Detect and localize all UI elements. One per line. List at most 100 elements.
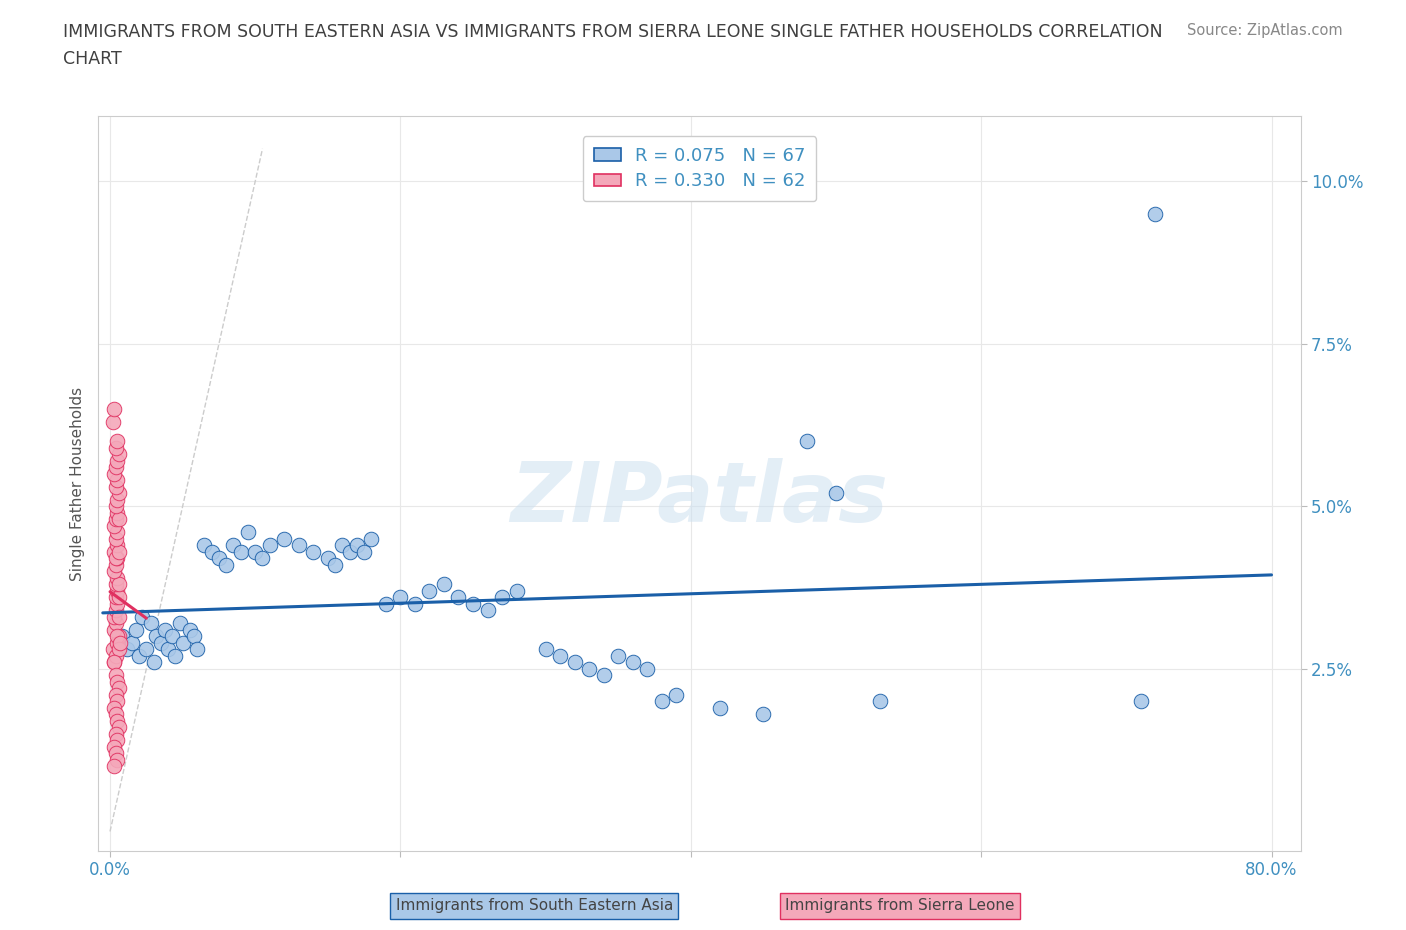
Point (374, 596, 396, 611)
Point (104, 746, 127, 761)
Point (107, 577, 129, 591)
Point (101, 415, 124, 430)
Point (208, 551, 231, 565)
Point (636, 661, 658, 676)
Point (157, 642, 180, 657)
Point (105, 752, 128, 767)
Point (111, 629, 134, 644)
Point (101, 642, 124, 657)
Point (105, 434, 128, 449)
Point (592, 668, 614, 683)
Point (103, 518, 125, 533)
Point (709, 700, 731, 715)
Point (104, 460, 127, 475)
Point (104, 441, 127, 456)
Point (1144, 206, 1167, 221)
Point (142, 655, 165, 670)
Point (135, 642, 157, 657)
Point (193, 538, 215, 552)
Point (103, 655, 125, 670)
Point (360, 531, 382, 546)
Point (273, 531, 295, 546)
Point (103, 739, 125, 754)
Text: Source: ZipAtlas.com: Source: ZipAtlas.com (1187, 23, 1343, 38)
Point (104, 687, 127, 702)
Point (104, 616, 127, 631)
Point (105, 635, 128, 650)
Point (107, 642, 129, 657)
Point (215, 557, 238, 572)
Point (149, 635, 172, 650)
Point (103, 402, 125, 417)
Point (433, 577, 456, 591)
Point (107, 629, 129, 644)
Legend: R = 0.075   N = 67, R = 0.330   N = 62: R = 0.075 N = 67, R = 0.330 N = 62 (582, 137, 817, 201)
Point (104, 603, 127, 618)
Point (607, 648, 630, 663)
Point (105, 492, 128, 507)
Point (155, 622, 177, 637)
Point (105, 570, 128, 585)
Point (105, 583, 128, 598)
Point (302, 544, 325, 559)
Point (491, 590, 513, 604)
Point (104, 531, 127, 546)
Point (105, 538, 128, 552)
Point (107, 485, 129, 500)
Point (103, 609, 125, 624)
Point (105, 596, 128, 611)
Point (108, 635, 131, 650)
Point (447, 590, 470, 604)
Point (103, 544, 125, 559)
Point (125, 622, 148, 637)
Point (534, 642, 557, 657)
Point (145, 629, 167, 644)
Point (461, 596, 484, 611)
Point (104, 648, 127, 663)
Point (107, 681, 129, 696)
Point (103, 622, 125, 637)
Point (104, 590, 127, 604)
Point (323, 557, 346, 572)
Point (259, 538, 281, 552)
Point (107, 720, 129, 735)
Point (578, 661, 600, 676)
Point (564, 655, 586, 670)
Point (104, 498, 127, 513)
Point (418, 583, 440, 598)
Point (245, 544, 267, 559)
Point (288, 538, 311, 552)
Point (121, 635, 143, 650)
Text: IMMIGRANTS FROM SOUTH EASTERN ASIA VS IMMIGRANTS FROM SIERRA LEONE SINGLE FATHER: IMMIGRANTS FROM SOUTH EASTERN ASIA VS IM… (63, 23, 1163, 68)
Point (796, 434, 818, 449)
Point (172, 635, 194, 650)
Point (105, 505, 128, 520)
Point (229, 544, 252, 559)
Point (103, 655, 125, 670)
Point (128, 648, 150, 663)
Point (104, 707, 127, 722)
Point (105, 473, 128, 488)
Point (104, 479, 127, 494)
Point (107, 512, 129, 526)
Point (339, 544, 361, 559)
Point (139, 616, 162, 631)
Point (1129, 694, 1152, 709)
Point (165, 648, 187, 663)
Point (107, 609, 129, 624)
Point (104, 726, 127, 741)
Point (389, 590, 412, 604)
Point (316, 551, 339, 565)
Point (236, 525, 259, 539)
Point (107, 590, 129, 604)
Point (548, 648, 571, 663)
Point (104, 551, 127, 565)
Point (105, 733, 128, 748)
Point (477, 603, 499, 618)
Point (117, 642, 139, 657)
Text: Immigrants from South Eastern Asia: Immigrants from South Eastern Asia (395, 898, 673, 913)
Point (131, 609, 153, 624)
Point (752, 707, 775, 722)
Point (104, 577, 127, 591)
Point (869, 694, 891, 709)
